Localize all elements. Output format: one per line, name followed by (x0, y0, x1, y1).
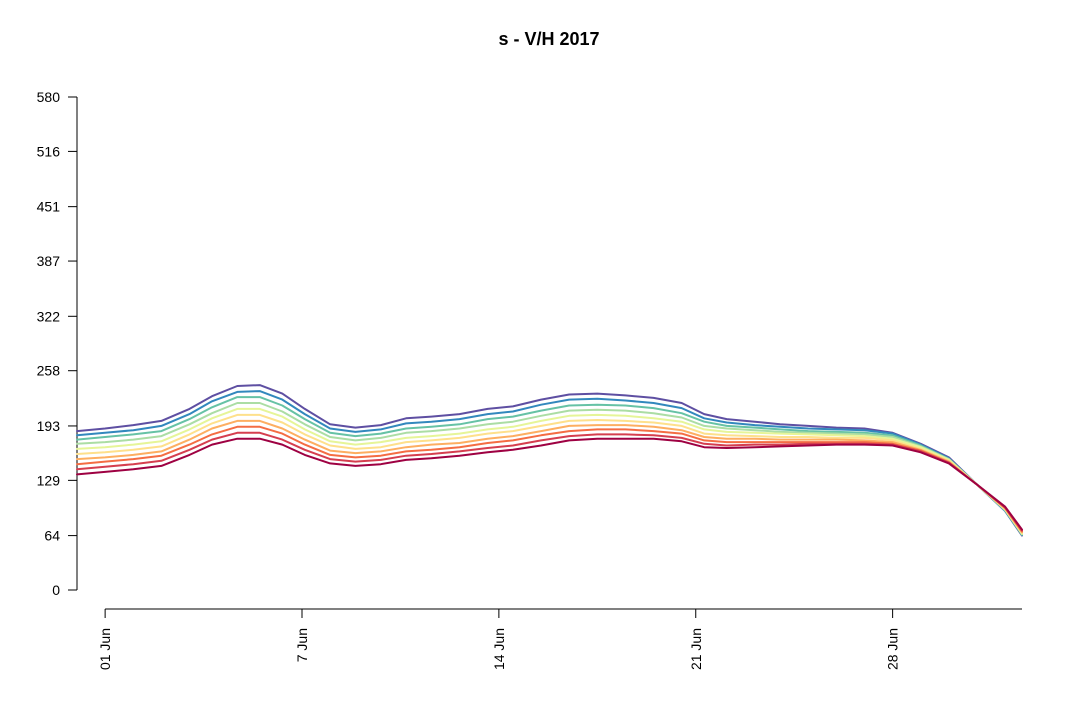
x-tick-label: 14 Jun (491, 628, 507, 670)
y-tick-label: 129 (37, 472, 61, 488)
x-tick-label: 01 Jun (97, 628, 113, 670)
y-tick-label: 516 (37, 143, 61, 159)
series-line-1 (76, 384, 1023, 537)
y-tick-label: 387 (37, 253, 61, 269)
y-tick-label: 258 (37, 363, 61, 379)
series-line-3 (76, 396, 1023, 536)
y-tick-label: 193 (37, 418, 61, 434)
series-line-6 (76, 413, 1023, 534)
series-line-4 (76, 402, 1023, 535)
y-tick-label: 64 (44, 528, 60, 544)
series-line-9 (76, 431, 1023, 532)
series-line-8 (76, 425, 1023, 533)
series-group (76, 384, 1023, 537)
y-tick-label: 451 (37, 199, 61, 215)
y-tick-label: 0 (52, 582, 60, 598)
x-tick-label: 21 Jun (688, 628, 704, 670)
x-tick-label: 28 Jun (885, 628, 901, 670)
series-line-10 (76, 437, 1023, 531)
y-tick-label: 580 (37, 89, 61, 105)
x-axis: 01 Jun 7 Jun 14 Jun 21 Jun 28 Jun (97, 608, 1022, 670)
series-line-2 (76, 390, 1023, 536)
y-tick-label: 322 (37, 308, 61, 324)
series-line-7 (76, 419, 1023, 534)
series-line-5 (76, 407, 1023, 535)
x-tick-label: 7 Jun (294, 628, 310, 662)
y-axis: 0 64 129 193 258 322 387 451 516 580 (37, 89, 78, 598)
chart-title: s - V/H 2017 (498, 29, 599, 49)
